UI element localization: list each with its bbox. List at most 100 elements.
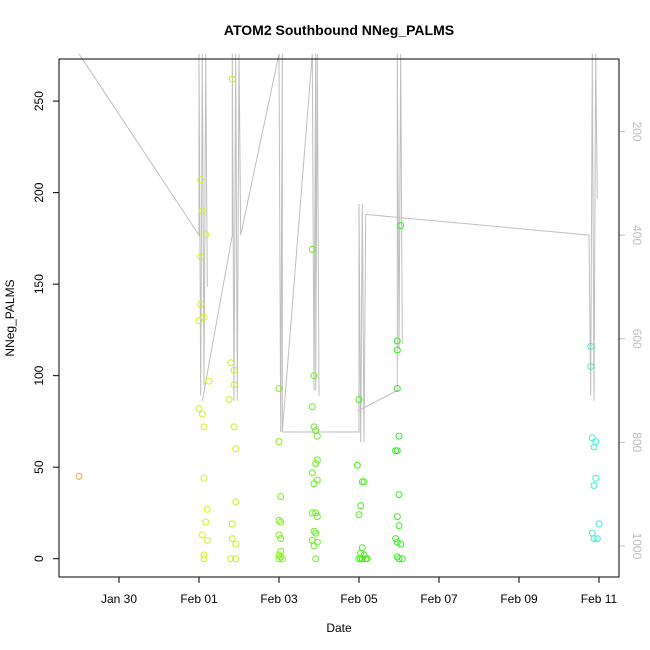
data-point (200, 551, 208, 559)
data-point (593, 535, 601, 543)
data-point (310, 372, 318, 380)
data-point (308, 509, 316, 517)
data-point (310, 527, 318, 535)
series-line-3 (357, 53, 403, 412)
data-point (310, 423, 318, 431)
x-tick-label: Jan 30 (101, 592, 137, 606)
data-point (312, 555, 320, 563)
data-point (393, 447, 401, 455)
x-axis-label: Date (326, 621, 352, 635)
y-tick-label: 50 (32, 460, 46, 474)
data-point (395, 432, 403, 440)
data-point (393, 538, 401, 546)
y-tick-label: 100 (32, 365, 46, 385)
data-point (227, 359, 235, 367)
data-point (595, 520, 603, 528)
data-point (277, 553, 285, 561)
x-tick-label: Feb 05 (340, 592, 378, 606)
data-point (203, 505, 211, 513)
data-point (198, 531, 206, 539)
data-point (197, 300, 205, 308)
data-point (195, 405, 203, 413)
x-tick-label: Feb 07 (420, 592, 458, 606)
data-point (590, 482, 598, 489)
data-point (358, 555, 366, 563)
data-point (200, 474, 208, 482)
data-point (590, 535, 598, 543)
connecting-lines (78, 53, 598, 443)
data-point (587, 363, 595, 370)
data-point (398, 555, 406, 563)
data-point (200, 555, 208, 563)
data-point (592, 474, 600, 482)
data-point (312, 460, 320, 467)
data-point (277, 535, 285, 543)
x-tick-label: Feb 03 (260, 592, 298, 606)
data-point (230, 381, 238, 389)
data-point (200, 313, 208, 321)
data-point (227, 555, 235, 563)
data-point (232, 498, 240, 506)
data-point (395, 522, 403, 530)
data-point (275, 385, 283, 392)
data-point (197, 176, 205, 184)
data-point (197, 253, 205, 261)
data-point (308, 469, 316, 477)
data-point (397, 222, 405, 230)
data-point (397, 540, 405, 548)
data-point (230, 423, 238, 431)
data-point (277, 518, 285, 526)
data-point (587, 342, 595, 350)
data-point (278, 555, 286, 563)
y2-tick-label: 200 (630, 122, 644, 142)
data-point (393, 346, 401, 354)
data-point (275, 438, 283, 446)
data-point (230, 366, 238, 374)
chart-title: ATOM2 Southbound NNeg_PALMS (224, 22, 454, 38)
data-point (393, 513, 401, 521)
data-point (395, 491, 403, 499)
data-point (310, 480, 318, 488)
data-point (355, 396, 363, 403)
data-point (308, 403, 316, 411)
series-line-2 (282, 53, 598, 443)
plot-frame (58, 58, 620, 578)
data-point (308, 245, 316, 253)
data-point (312, 509, 320, 517)
data-point (228, 520, 236, 528)
data-point (313, 432, 321, 440)
data-point (313, 456, 321, 464)
data-point (275, 555, 283, 563)
data-point (75, 472, 83, 480)
data-point (198, 410, 206, 418)
y2-tick-label: 1000 (630, 533, 644, 560)
y2-tick-label: 600 (630, 329, 644, 349)
data-point (228, 535, 236, 543)
data-point (588, 434, 596, 442)
data-point (195, 317, 203, 325)
data-point (277, 493, 285, 500)
y-tick-label: 200 (32, 182, 46, 202)
data-point (203, 536, 211, 544)
data-point (232, 445, 240, 453)
data-point (393, 337, 401, 345)
data-point (353, 461, 361, 469)
data-point (232, 540, 240, 548)
data-point (363, 555, 371, 563)
series-line-0 (78, 53, 208, 396)
data-point (590, 443, 598, 451)
data-point (200, 423, 208, 431)
data-point (275, 531, 283, 539)
data-point (228, 75, 236, 83)
data-point (393, 385, 401, 392)
data-point (310, 542, 318, 550)
data-point (232, 555, 240, 563)
axes: Jan 30 Feb 01 Feb 03 Feb 05 Feb 07 Feb 09 Feb … (32, 91, 644, 606)
y-axis-label: NNeg_PALMS (3, 279, 17, 356)
data-point (360, 478, 368, 486)
data-point (357, 502, 365, 510)
y2-tick-label: 800 (630, 432, 644, 452)
y-tick-label: 150 (32, 274, 46, 294)
data-point (355, 511, 363, 519)
